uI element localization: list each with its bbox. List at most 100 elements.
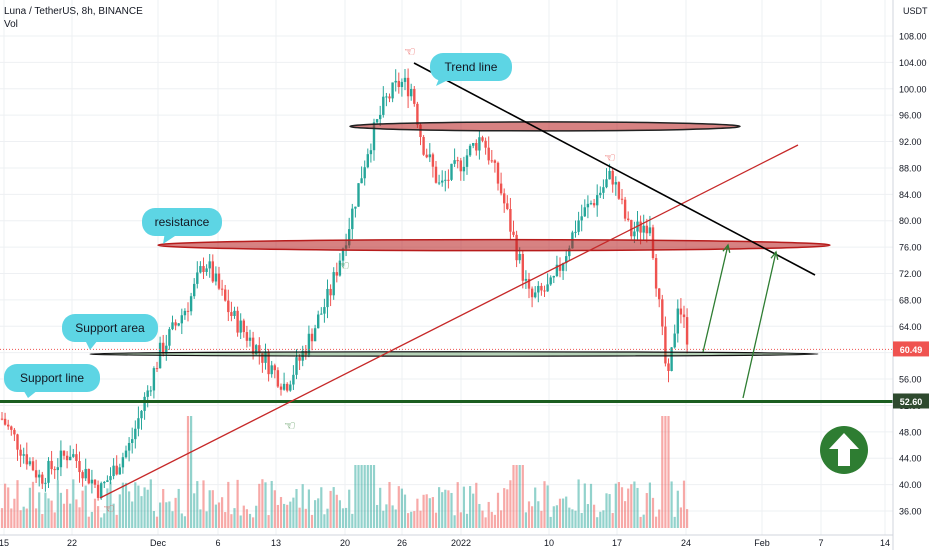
candle-body: [605, 179, 608, 188]
candle-body: [379, 114, 382, 120]
volume-bar: [608, 494, 611, 528]
candle-body: [360, 178, 363, 184]
candle-body: [552, 275, 555, 278]
candle-body: [53, 469, 56, 471]
volume-bar: [155, 516, 159, 528]
volume-bar: [202, 480, 205, 528]
candle-body: [202, 266, 205, 272]
candle-body: [34, 470, 38, 478]
x-tick-label: Feb: [754, 538, 770, 548]
candle-body: [441, 180, 444, 183]
volume-bar: [59, 492, 62, 528]
volume-bar: [16, 480, 19, 528]
volume-bar: [558, 498, 562, 528]
volume-bar: [441, 492, 444, 528]
volume-bar: [555, 505, 558, 528]
volume-bars: [0, 416, 689, 528]
candle-body: [400, 81, 404, 88]
volume-bar: [258, 483, 261, 528]
volume-bar: [13, 498, 16, 528]
volume-bar: [159, 502, 162, 528]
volume-bar: [648, 482, 651, 528]
volume-bar: [103, 513, 106, 528]
candle-body: [16, 434, 19, 450]
candle-body: [323, 307, 326, 314]
candle-body: [103, 481, 106, 484]
candle-body: [338, 260, 342, 276]
candle-body: [617, 182, 621, 199]
ascending-trendline: [99, 144, 799, 499]
candle-body: [416, 103, 419, 125]
volume-bar: [72, 479, 75, 528]
up-arrow-icon: [820, 426, 868, 474]
candle-body: [459, 160, 462, 172]
y-tick-label: 96.00: [899, 111, 922, 121]
volume-bar: [351, 513, 354, 528]
candle-body: [410, 88, 413, 97]
support-price-badge-bg: [893, 393, 929, 409]
candle-body: [385, 96, 388, 98]
candle-body: [493, 160, 497, 163]
candle-body: [332, 272, 335, 296]
candle-body: [310, 333, 314, 342]
resistance-label-tail: [163, 232, 178, 244]
x-tick-label: 26: [397, 538, 407, 548]
support-line-label-bg: [4, 364, 100, 392]
y-tick-label: 44.00: [899, 454, 922, 464]
candle-body: [127, 442, 131, 451]
candle-body: [499, 183, 503, 194]
x-tick-label: 14: [880, 538, 890, 548]
candle-body: [279, 386, 283, 390]
volume-bar: [679, 507, 682, 528]
candle-body: [121, 457, 125, 468]
support-line-label: Support line: [4, 364, 100, 398]
volume-bar: [152, 511, 155, 528]
volume-bar: [391, 505, 394, 528]
candle-body: [431, 154, 435, 167]
candle-body: [676, 308, 679, 334]
candle-body: [317, 314, 320, 329]
candle-body: [388, 96, 391, 99]
candle-body: [623, 199, 627, 219]
candle-body: [586, 203, 590, 208]
candle-body: [165, 345, 168, 354]
volume-bar: [593, 504, 596, 528]
volume-bar: [7, 487, 10, 528]
volume-bar: [298, 507, 301, 528]
candle-body: [484, 140, 487, 148]
support-area-label-bg: [62, 314, 158, 342]
candle-body: [369, 150, 373, 155]
candle-body: [599, 192, 602, 196]
volume-bar: [233, 508, 236, 528]
candle-body: [31, 461, 35, 471]
candle-body: [413, 88, 416, 104]
volume-bar: [388, 481, 391, 528]
candle-body: [109, 476, 112, 481]
candle-body: [134, 428, 137, 440]
volume-bar: [400, 488, 403, 528]
volume-bar: [506, 489, 509, 528]
volume-bar: [686, 509, 689, 528]
candle-body: [65, 455, 69, 461]
candle-body: [282, 383, 286, 390]
candle-body: [614, 182, 617, 185]
volume-bar: [41, 514, 44, 528]
candle-body: [509, 209, 512, 232]
candle-body: [685, 317, 689, 345]
volume-bar: [93, 498, 97, 528]
candle-body: [28, 461, 32, 465]
candle-body: [627, 218, 630, 220]
volume-bar: [407, 513, 410, 528]
volume-bar: [227, 481, 230, 528]
candle-body: [611, 170, 614, 185]
candle-body: [472, 142, 475, 146]
candle-body: [478, 137, 481, 151]
volume-bar: [624, 501, 627, 528]
volume-bar: [379, 487, 382, 528]
volume-bar: [224, 512, 227, 528]
volume-bar: [490, 511, 493, 528]
candle-body: [406, 77, 410, 97]
candle-body: [456, 160, 459, 162]
